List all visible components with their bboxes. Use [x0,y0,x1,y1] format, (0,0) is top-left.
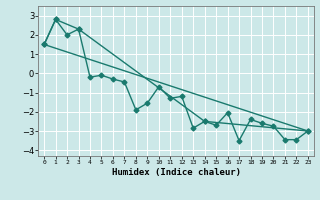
X-axis label: Humidex (Indice chaleur): Humidex (Indice chaleur) [111,168,241,177]
